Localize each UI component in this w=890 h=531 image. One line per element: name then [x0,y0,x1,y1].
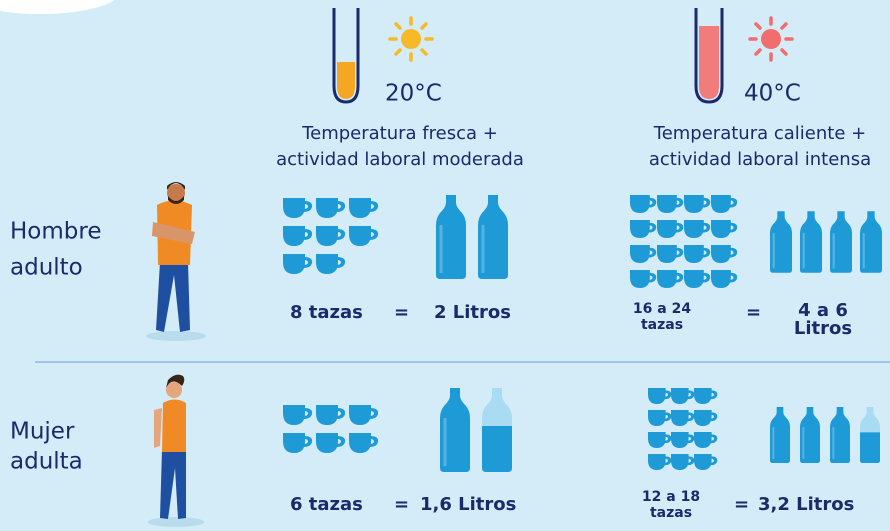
equals-sign: = [394,494,409,515]
column-description: Temperatura fresca + [301,123,498,144]
row-label: adulta [10,449,83,475]
cups-amount: tazas [650,505,692,521]
infographic: 20°C 40°C Temperatura fresca + actividad… [0,0,890,531]
equals-sign: = [394,302,409,323]
cups-amount: 16 a 24 [633,301,691,317]
temperature: 20°C [385,81,442,107]
cups-amount: 12 a 18 [642,489,700,505]
temperature: 40°C [744,81,801,107]
row-label: Mujer [10,419,75,445]
row-label: adulto [10,255,83,281]
column-description: actividad laboral intensa [649,149,871,170]
equals-sign: = [734,494,749,515]
sun-icon [750,18,792,60]
column-description: Temperatura caliente + [653,123,866,144]
equals-sign: = [746,302,761,323]
cups-amount: 8 tazas [290,302,363,323]
liters-amount: Litros [794,318,852,339]
sun-icon [390,18,432,60]
cups-amount: tazas [641,317,683,333]
liters-amount: 2 Litros [434,302,511,323]
liters-amount: 3,2 Litros [758,494,854,515]
row-label: Hombre [10,219,101,245]
liters-amount: 1,6 Litros [420,494,516,515]
cups-amount: 6 tazas [290,494,363,515]
column-description: actividad laboral moderada [276,149,524,170]
